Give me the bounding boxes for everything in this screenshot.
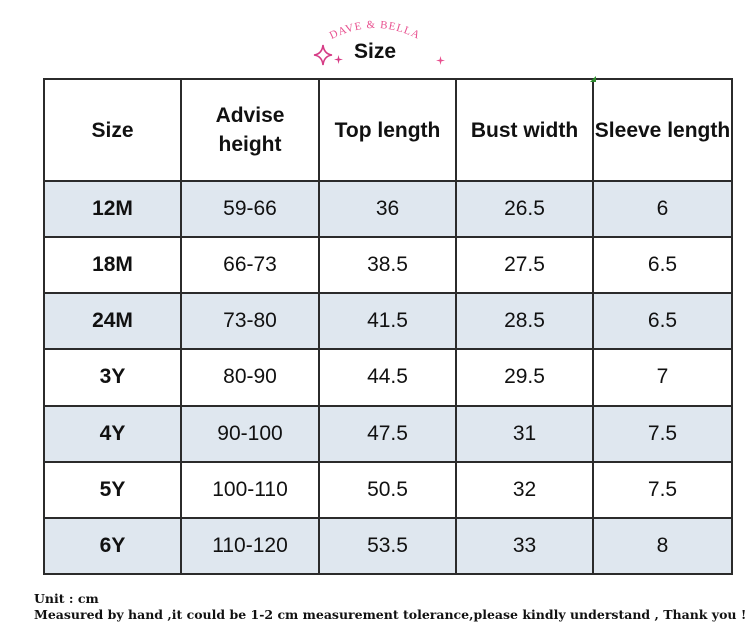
header-top-length: Top length [318,78,457,182]
table-row: 3Y 80-90 44.5 29.5 7 [43,348,733,407]
brand-logo-text: DAVE & BELLA [328,19,422,42]
sleeve-length-cell: 6 [592,179,733,239]
bust-width-cell: 33 [455,516,594,576]
sparkle-small-icon [334,55,343,64]
table-row: 12M 59-66 36 26.5 6 [43,179,733,239]
header-size: Size [43,78,182,182]
sleeve-length-cell: 7.5 [592,404,733,463]
bust-width-cell: 28.5 [455,292,594,351]
size-cell: 3Y [43,348,182,407]
advise-height-cell: 59-66 [180,179,320,239]
table-row: 4Y 90-100 47.5 31 7.5 [43,404,733,463]
header-advise-height: Advise height [180,78,320,182]
top-length-cell: 38.5 [318,236,457,295]
advise-height-cell: 73-80 [180,292,320,351]
table-row: 24M 73-80 41.5 28.5 6.5 [43,292,733,351]
advise-height-cell: 100-110 [180,460,320,519]
table-row: 18M 66-73 38.5 27.5 6.5 [43,236,733,295]
size-cell: 18M [43,236,182,295]
unit-note: Unit : cm [34,591,99,606]
svg-text:DAVE & BELLA: DAVE & BELLA [328,19,423,42]
top-length-cell: 44.5 [318,348,457,407]
advise-height-cell: 90-100 [180,404,320,463]
size-cell: 24M [43,292,182,351]
top-length-cell: 53.5 [318,516,457,576]
sleeve-length-cell: 7.5 [592,460,733,519]
bust-width-cell: 31 [455,404,594,463]
header-bust-width: Bust width [455,78,594,182]
size-cell: 4Y [43,404,182,463]
sleeve-length-cell: 7 [592,348,733,407]
corner-marker [590,76,596,82]
advise-height-cell: 110-120 [180,516,320,576]
brand-logo: DAVE & BELLA [300,6,450,66]
size-cell: 6Y [43,516,182,576]
notes: Unit : cm Measured by hand ,it could be … [34,591,746,623]
top-length-cell: 50.5 [318,460,457,519]
size-cell: 12M [43,179,182,239]
bust-width-cell: 29.5 [455,348,594,407]
bust-width-cell: 26.5 [455,179,594,239]
sparkle-small-icon [436,56,445,65]
sparkle-icon [313,44,333,66]
table-header-row: Size Advise height Top length Bust width… [43,78,733,182]
header-sleeve-length: Sleeve length [592,78,733,182]
table-row: 5Y 100-110 50.5 32 7.5 [43,460,733,519]
sleeve-length-cell: 6.5 [592,236,733,295]
top-length-cell: 36 [318,179,457,239]
top-length-cell: 41.5 [318,292,457,351]
sleeve-length-cell: 6.5 [592,292,733,351]
advise-height-cell: 80-90 [180,348,320,407]
advise-height-cell: 66-73 [180,236,320,295]
page-title: Size [353,40,397,63]
top-length-cell: 47.5 [318,404,457,463]
bust-width-cell: 27.5 [455,236,594,295]
bust-width-cell: 32 [455,460,594,519]
size-cell: 5Y [43,460,182,519]
sleeve-length-cell: 8 [592,516,733,576]
disclaimer-note: Measured by hand ,it could be 1-2 cm mea… [34,607,747,622]
size-chart-table: Size Advise height Top length Bust width… [43,78,733,576]
table-row: 6Y 110-120 53.5 33 8 [43,516,733,576]
